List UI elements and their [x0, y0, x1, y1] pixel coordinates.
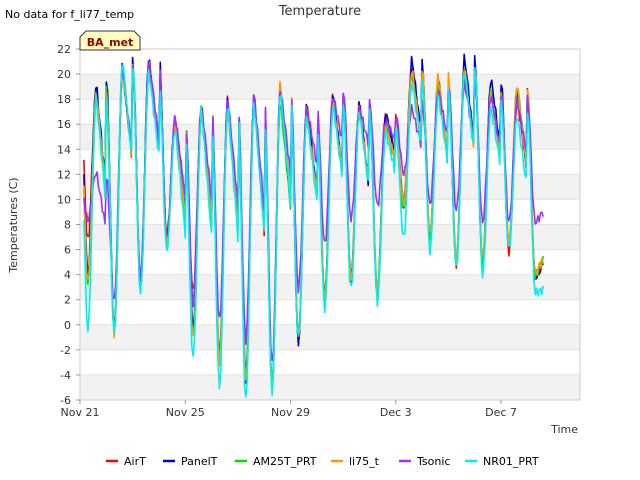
plot-band: [80, 324, 580, 350]
legend-item: Tsonic: [399, 455, 450, 468]
chart-title: Temperature: [278, 4, 361, 19]
legend-label: AirT: [124, 455, 146, 468]
plot-band: [80, 274, 580, 300]
legend: AirT PanelT AM25T_PRT li75_t Tsonic NR01_PRT: [106, 455, 539, 468]
y-tick-label: 8: [64, 219, 71, 232]
series-line-nr01-prt: [83, 64, 544, 398]
x-tick-label: Dec 3: [380, 406, 412, 419]
y-tick-label: 18: [57, 93, 71, 106]
plot-band: [80, 224, 580, 250]
plot-band: [80, 49, 580, 75]
x-tick-label: Nov 21: [61, 406, 100, 419]
site-badge: BA_met: [79, 30, 141, 51]
plot-band: [80, 299, 580, 325]
y-tick-label: 4: [64, 269, 71, 282]
y-tick-label: -4: [60, 369, 71, 382]
x-tick-label: Nov 29: [271, 406, 310, 419]
y-tick-label: 6: [64, 244, 71, 257]
y-tick-label: 16: [57, 118, 71, 131]
no-data-note: No data for f_li77_temp: [5, 8, 135, 21]
x-axis-ticks: Nov 21 Nov 25 Nov 29 Dec 3 Dec 7: [61, 400, 517, 419]
plot-band: [80, 74, 580, 100]
legend-item: NR01_PRT: [465, 455, 539, 468]
legend-label: li75_t: [349, 455, 380, 468]
plot-band: [80, 374, 580, 400]
y-tick-label: 20: [57, 68, 71, 81]
legend-label: PanelT: [181, 455, 218, 468]
plot-band: [80, 199, 580, 225]
legend-label: AM25T_PRT: [253, 455, 317, 468]
legend-item: PanelT: [163, 455, 218, 468]
series-line-tsonic: [83, 60, 544, 362]
y-tick-label: -2: [60, 344, 71, 357]
plot-band: [80, 249, 580, 275]
legend-item: AirT: [106, 455, 146, 468]
legend-item: li75_t: [331, 455, 380, 468]
y-tick-label: -6: [60, 394, 71, 407]
y-axis-label: Temperatures (C): [7, 177, 20, 273]
x-tick-label: Nov 25: [166, 406, 205, 419]
y-tick-label: 14: [57, 143, 71, 156]
x-axis-label: Time: [550, 423, 578, 436]
x-tick-label: Dec 7: [485, 406, 517, 419]
y-tick-label: 0: [64, 319, 71, 332]
series-lines: [83, 53, 544, 398]
legend-label: NR01_PRT: [483, 455, 539, 468]
plot-band: [80, 349, 580, 375]
y-axis-ticks: -6 -4 -2 0 2 4 6 8 10 12 14 16 18 20 22: [57, 43, 80, 407]
legend-item: AM25T_PRT: [235, 455, 317, 468]
y-tick-label: 12: [57, 168, 71, 181]
y-tick-label: 22: [57, 43, 71, 56]
y-tick-label: 2: [64, 294, 71, 307]
y-tick-label: 10: [57, 193, 71, 206]
site-badge-label: BA_met: [87, 36, 134, 49]
legend-label: Tsonic: [416, 455, 450, 468]
